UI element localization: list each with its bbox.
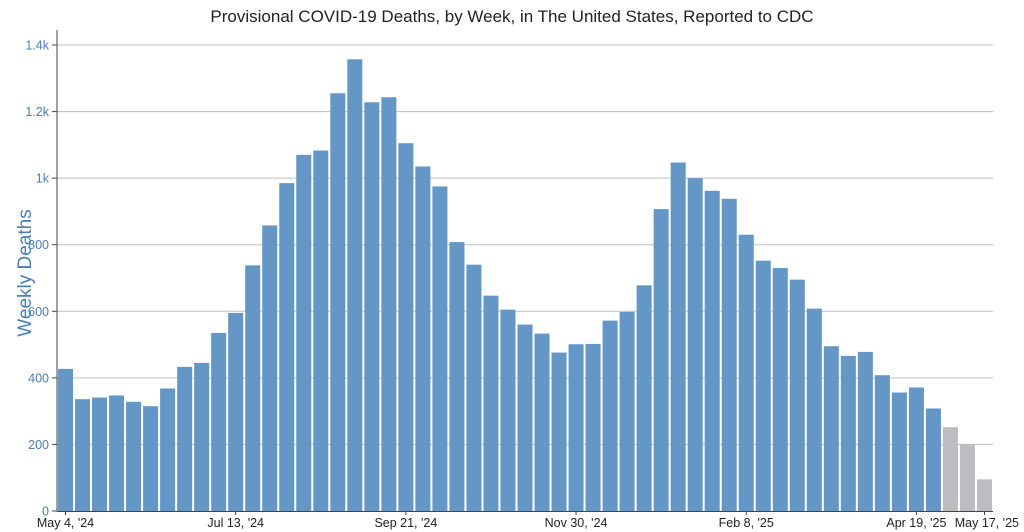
bar [126,401,142,511]
bar [245,265,261,511]
bar [551,352,567,511]
bar [330,93,346,511]
x-tick-label: May 4, '24 [37,516,94,530]
bar [823,346,839,511]
bar [211,332,227,511]
bar [806,308,822,511]
bar [143,406,159,511]
bar [738,234,754,512]
bar [398,143,414,511]
y-tick-label: 800 [28,238,49,252]
axes: 0 200 400 600 800 1k 1.2k 1.4k May 4, '24 Jul 13,… [25,30,1019,530]
bar [653,209,669,511]
bar [160,388,176,511]
y-tick-label: 200 [28,438,49,452]
y-tick-label: 0 [42,505,49,519]
bar [500,309,516,511]
bar-incomplete [942,427,958,511]
bar [347,59,363,512]
bar [466,264,482,511]
bar [449,242,465,512]
bar [534,333,550,511]
bar [789,279,805,511]
chart-title: Provisional COVID-19 Deaths, by Week, in… [210,7,813,26]
y-tick-label: 1.2k [25,105,49,119]
bars [58,59,992,512]
bar [908,387,924,511]
bar [58,368,74,511]
bar [721,198,737,511]
x-tick-label: Apr 19, '25 [886,516,946,530]
x-tick-label: Sep 21, '24 [374,516,437,530]
bar [619,311,635,511]
bar [415,166,431,512]
bar [585,343,601,511]
bar [568,344,584,511]
bar [891,392,907,511]
bar [262,225,278,511]
bar [313,150,329,511]
y-tick-label: 400 [28,371,49,385]
x-tick-label: Feb 8, '25 [719,516,774,530]
bar [279,183,295,511]
bar [602,320,618,511]
bar [670,162,686,511]
bar [840,355,856,511]
x-tick-label: May 17, '25 [955,516,1019,530]
bar [755,260,771,511]
bar [296,154,312,511]
bar [874,375,890,511]
y-tick-label: 1k [36,172,50,186]
bar [194,362,210,511]
bar [636,285,652,511]
bar [92,397,108,511]
bar [483,295,499,511]
bar [75,399,91,511]
bar-incomplete [976,479,992,511]
bar [687,178,703,511]
bar [381,97,397,511]
y-tick-label: 600 [28,305,49,319]
bar [925,408,941,511]
x-tick-label: Jul 13, '24 [207,516,264,530]
bar [177,366,193,511]
bar-incomplete [959,444,975,511]
y-tick-label: 1.4k [25,39,49,53]
bar [704,190,720,512]
bar [364,102,380,511]
x-tick-label: Nov 30, '24 [545,516,608,530]
bar [432,186,448,511]
bar [109,395,125,511]
bar [517,324,533,511]
bar [228,312,244,511]
y-axis-label: Weekly Deaths [15,209,36,336]
bar [772,268,788,511]
bar [857,351,873,511]
